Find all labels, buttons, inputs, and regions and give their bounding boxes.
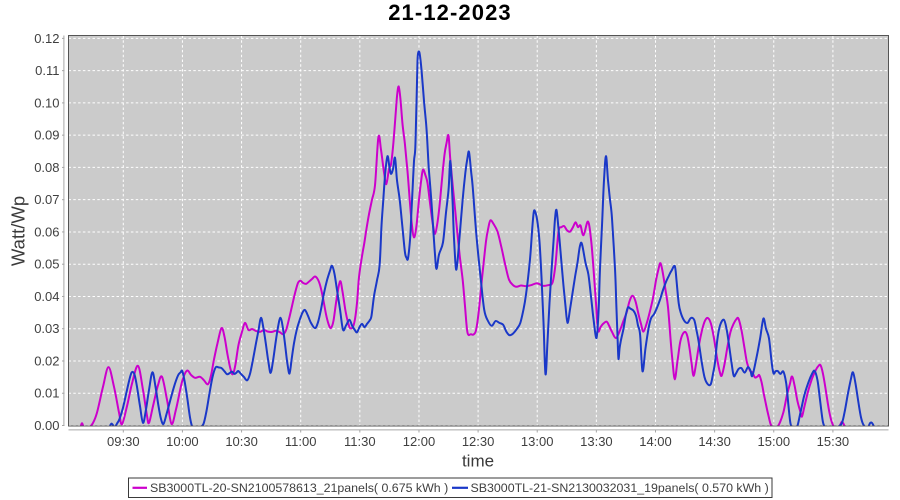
svg-text:Watt/Wp: Watt/Wp	[8, 196, 29, 266]
svg-text:15:00: 15:00	[758, 434, 791, 449]
svg-text:0.06: 0.06	[34, 224, 59, 239]
svg-text:0.12: 0.12	[34, 31, 59, 46]
svg-text:21-12-2023: 21-12-2023	[388, 0, 512, 25]
svg-text:12:30: 12:30	[462, 434, 495, 449]
svg-text:10:30: 10:30	[225, 434, 258, 449]
svg-text:SB3000TL-20-SN2100578613_21pan: SB3000TL-20-SN2100578613_21panels( 0.675…	[150, 481, 448, 495]
svg-text:0.08: 0.08	[34, 160, 59, 175]
svg-text:0.05: 0.05	[34, 257, 59, 272]
svg-text:0.04: 0.04	[34, 289, 59, 304]
svg-text:15:30: 15:30	[817, 434, 850, 449]
svg-text:SB3000TL-21-SN2130032031_19pan: SB3000TL-21-SN2130032031_19panels( 0.570…	[471, 481, 769, 495]
svg-text:time: time	[462, 452, 494, 471]
svg-text:0.01: 0.01	[34, 386, 59, 401]
svg-text:0.09: 0.09	[34, 128, 59, 143]
svg-text:13:00: 13:00	[521, 434, 554, 449]
svg-text:0.10: 0.10	[34, 95, 59, 110]
svg-text:0.03: 0.03	[34, 321, 59, 336]
svg-text:0.02: 0.02	[34, 354, 59, 369]
svg-text:11:30: 11:30	[344, 434, 376, 449]
svg-text:11:00: 11:00	[285, 434, 317, 449]
svg-text:09:30: 09:30	[107, 434, 140, 449]
svg-text:0.07: 0.07	[34, 192, 59, 207]
svg-text:12:00: 12:00	[403, 434, 436, 449]
svg-text:10:00: 10:00	[166, 434, 199, 449]
svg-text:0.00: 0.00	[34, 418, 59, 433]
svg-text:13:30: 13:30	[580, 434, 613, 449]
svg-text:14:00: 14:00	[639, 434, 672, 449]
svg-text:0.11: 0.11	[35, 63, 59, 78]
svg-text:14:30: 14:30	[698, 434, 731, 449]
